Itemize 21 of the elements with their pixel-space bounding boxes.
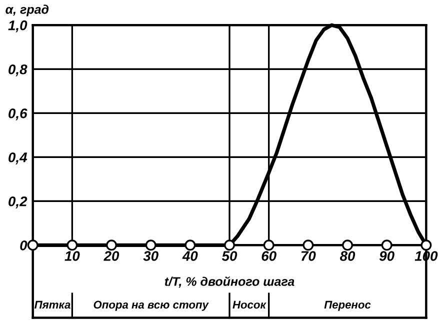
y-tick-label: 0,4 <box>8 152 28 164</box>
x-tick-label: 50 <box>222 251 238 261</box>
x-tick-label: 80 <box>340 251 356 261</box>
x-tick-label: 90 <box>379 251 394 261</box>
y-tick-label: 0 <box>20 240 28 250</box>
text: Пятка <box>34 300 70 309</box>
text: Опора на всю стопу <box>94 300 209 311</box>
x-tick-label: 60 <box>262 251 276 261</box>
y-tick-label: 0,6 <box>8 108 28 120</box>
x-tick-label: 10 <box>64 251 80 261</box>
x-tick-label: 70 <box>301 251 316 261</box>
x-tick-label: 40 <box>182 251 198 261</box>
y-axis-title: α, град <box>6 4 49 16</box>
x-tick-label: 30 <box>143 251 158 261</box>
text: Перенос <box>324 300 371 311</box>
text: Носок <box>232 300 266 309</box>
x-tick-label: 20 <box>104 251 120 261</box>
x-axis-title: t/T, % двойного шага <box>164 276 294 288</box>
y-tick-label: 0,8 <box>8 64 28 76</box>
y-tick-label: 1,0 <box>8 20 28 32</box>
y-tick-label: 0,2 <box>8 196 28 208</box>
